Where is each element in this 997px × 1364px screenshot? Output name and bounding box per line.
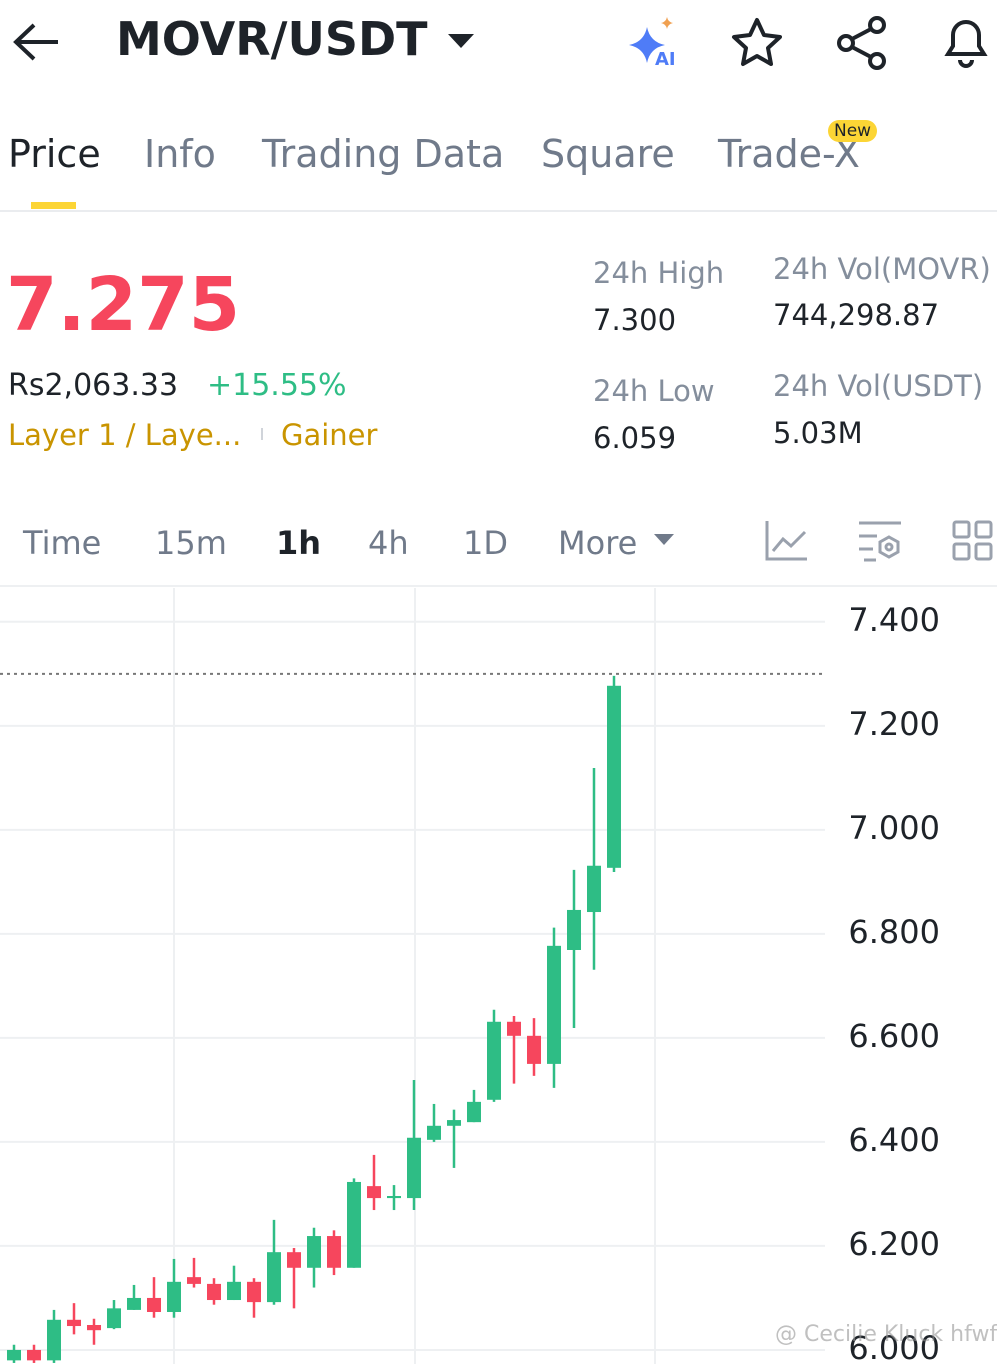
- y-tick-label: 7.000: [848, 809, 940, 847]
- vertical-grid: [173, 588, 656, 1364]
- tag-separator: [261, 428, 263, 440]
- chart-type-icon[interactable]: [764, 518, 810, 564]
- y-tick-label: 7.400: [848, 601, 940, 639]
- candle-body: [327, 1236, 341, 1268]
- fiat-price: Rs2,063.33: [8, 368, 179, 403]
- candle-body: [447, 1120, 461, 1126]
- stat-label: 24h Vol(USDT): [773, 369, 984, 403]
- tag[interactable]: Layer 1 / Laye...: [8, 418, 242, 452]
- timeframe[interactable]: 4h: [368, 524, 409, 562]
- stat-value: 6.059: [593, 421, 677, 455]
- candle-body: [47, 1319, 61, 1361]
- ai-icon[interactable]: AI: [625, 15, 685, 70]
- divider: [0, 210, 997, 212]
- stat-value: 7.300: [593, 303, 677, 337]
- timeframe[interactable]: 15m: [155, 524, 227, 562]
- last-price: 7.275: [6, 262, 241, 348]
- indicator-icon[interactable]: [856, 518, 904, 564]
- y-tick-label: 6.800: [848, 913, 940, 951]
- stat-label: 24h High: [593, 256, 725, 290]
- price-change: +15.55%: [207, 368, 347, 403]
- candle-body: [167, 1281, 181, 1312]
- candle-body: [227, 1281, 241, 1301]
- candle-body: [347, 1181, 361, 1268]
- timeframe[interactable]: More: [558, 524, 638, 562]
- layout-icon[interactable]: [950, 518, 996, 564]
- stat-value: 5.03M: [773, 416, 863, 450]
- stat-label: 24h Low: [593, 374, 715, 408]
- y-tick-label: 6.000: [848, 1329, 940, 1364]
- y-tick-label: 7.200: [848, 705, 940, 743]
- candle-body: [147, 1297, 161, 1312]
- y-tick-label: 6.200: [848, 1225, 940, 1263]
- stat-label: 24h Vol(MOVR): [773, 252, 991, 286]
- watermark: @ Cecilie Kluck hfwf: [775, 1322, 997, 1347]
- tab[interactable]: Trading Data: [262, 132, 505, 176]
- tag[interactable]: Gainer: [281, 418, 378, 452]
- candle-body: [67, 1319, 81, 1327]
- y-tick-label: 6.600: [848, 1017, 940, 1055]
- share-icon[interactable]: [835, 16, 890, 70]
- candle-body: [567, 909, 581, 950]
- candle-body: [127, 1297, 141, 1310]
- tab[interactable]: Price: [8, 132, 101, 176]
- candle-body: [607, 685, 621, 868]
- candle-body: [87, 1324, 101, 1331]
- candle-body: [207, 1283, 221, 1301]
- candle-body: [287, 1252, 301, 1268]
- stat-value: 744,298.87: [773, 298, 940, 332]
- timeframe[interactable]: 1D: [463, 524, 508, 562]
- ai-label: AI: [655, 49, 676, 70]
- dropdown-icon[interactable]: [446, 30, 476, 52]
- candle-body: [187, 1277, 201, 1284]
- candle-body: [27, 1349, 41, 1361]
- candle-body: [267, 1252, 281, 1303]
- candle-body: [427, 1125, 441, 1140]
- more-arrow[interactable]: [652, 532, 676, 548]
- timeframe[interactable]: 1h: [276, 524, 322, 562]
- candle-body: [247, 1281, 261, 1303]
- y-tick-label: 6.400: [848, 1121, 940, 1159]
- tab[interactable]: Square: [541, 132, 675, 176]
- candle-body: [587, 865, 601, 913]
- candle-body: [527, 1035, 541, 1064]
- tab[interactable]: Info: [144, 132, 216, 176]
- pair-title[interactable]: MOVR/USDT: [116, 12, 428, 66]
- new-badge: New: [828, 120, 878, 142]
- candle-body: [487, 1021, 501, 1100]
- candle-body: [107, 1308, 121, 1329]
- back-icon[interactable]: [10, 20, 65, 65]
- candle-body: [407, 1137, 421, 1199]
- candle-body: [367, 1186, 381, 1199]
- candle-body: [547, 945, 561, 1064]
- candle-body: [7, 1349, 21, 1361]
- bell-icon[interactable]: [940, 14, 992, 70]
- tab-indicator: [31, 202, 76, 209]
- divider: [0, 585, 997, 587]
- candle-body: [467, 1101, 481, 1123]
- candle-body: [307, 1236, 321, 1268]
- star-icon[interactable]: [730, 16, 785, 68]
- timeframe[interactable]: Time: [23, 524, 102, 562]
- candle-body: [507, 1021, 521, 1036]
- candle-body: [387, 1196, 401, 1199]
